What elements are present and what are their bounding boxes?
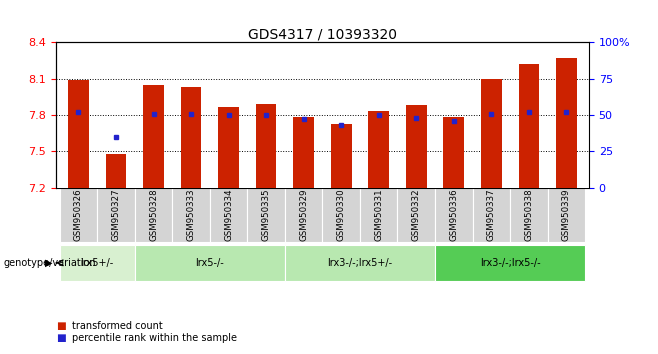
Text: GSM950335: GSM950335 xyxy=(262,189,270,241)
Bar xyxy=(406,105,426,188)
Bar xyxy=(285,188,322,242)
Text: percentile rank within the sample: percentile rank within the sample xyxy=(72,333,238,343)
Bar xyxy=(519,64,539,188)
Bar xyxy=(97,188,135,242)
Text: GSM950339: GSM950339 xyxy=(562,189,571,241)
Bar xyxy=(256,104,276,188)
Text: lrx5+/-: lrx5+/- xyxy=(80,258,114,268)
Title: GDS4317 / 10393320: GDS4317 / 10393320 xyxy=(248,27,397,41)
Text: GSM950332: GSM950332 xyxy=(412,189,420,241)
Bar xyxy=(472,188,510,242)
Text: GSM950326: GSM950326 xyxy=(74,189,83,241)
Bar xyxy=(135,188,172,242)
Bar xyxy=(435,188,472,242)
Text: ■: ■ xyxy=(56,321,66,331)
Text: ■: ■ xyxy=(56,333,66,343)
Text: lrx3-/-;lrx5-/-: lrx3-/-;lrx5-/- xyxy=(480,258,540,268)
Text: GSM950331: GSM950331 xyxy=(374,189,383,241)
Text: GSM950327: GSM950327 xyxy=(111,189,120,241)
Text: GSM950329: GSM950329 xyxy=(299,189,308,241)
Bar xyxy=(322,188,360,242)
Bar xyxy=(556,58,576,188)
Bar xyxy=(172,188,210,242)
Bar xyxy=(397,188,435,242)
Bar xyxy=(143,85,164,188)
Bar xyxy=(60,245,135,281)
Bar xyxy=(247,188,285,242)
Text: ▶: ▶ xyxy=(45,258,53,268)
Bar xyxy=(331,124,351,188)
Bar xyxy=(443,118,464,188)
Text: GSM950336: GSM950336 xyxy=(449,189,458,241)
Bar xyxy=(135,245,285,281)
Text: GSM950333: GSM950333 xyxy=(187,189,195,241)
Bar xyxy=(106,154,126,188)
Text: lrx5-/-: lrx5-/- xyxy=(195,258,224,268)
Text: GSM950330: GSM950330 xyxy=(337,189,345,241)
Bar xyxy=(218,107,239,188)
Bar xyxy=(293,118,314,188)
Bar xyxy=(481,79,501,188)
Bar xyxy=(547,188,585,242)
Bar xyxy=(435,245,585,281)
Bar xyxy=(368,112,389,188)
Text: transformed count: transformed count xyxy=(72,321,163,331)
Bar xyxy=(510,188,547,242)
Bar xyxy=(181,87,201,188)
Text: GSM950328: GSM950328 xyxy=(149,189,158,241)
Bar xyxy=(360,188,397,242)
Text: GSM950337: GSM950337 xyxy=(487,189,496,241)
Bar xyxy=(60,188,97,242)
Text: genotype/variation: genotype/variation xyxy=(3,258,96,268)
Bar xyxy=(68,80,89,188)
Text: GSM950338: GSM950338 xyxy=(524,189,534,241)
Text: lrx3-/-;lrx5+/-: lrx3-/-;lrx5+/- xyxy=(328,258,393,268)
Bar xyxy=(210,188,247,242)
Bar xyxy=(285,245,435,281)
Text: GSM950334: GSM950334 xyxy=(224,189,233,241)
